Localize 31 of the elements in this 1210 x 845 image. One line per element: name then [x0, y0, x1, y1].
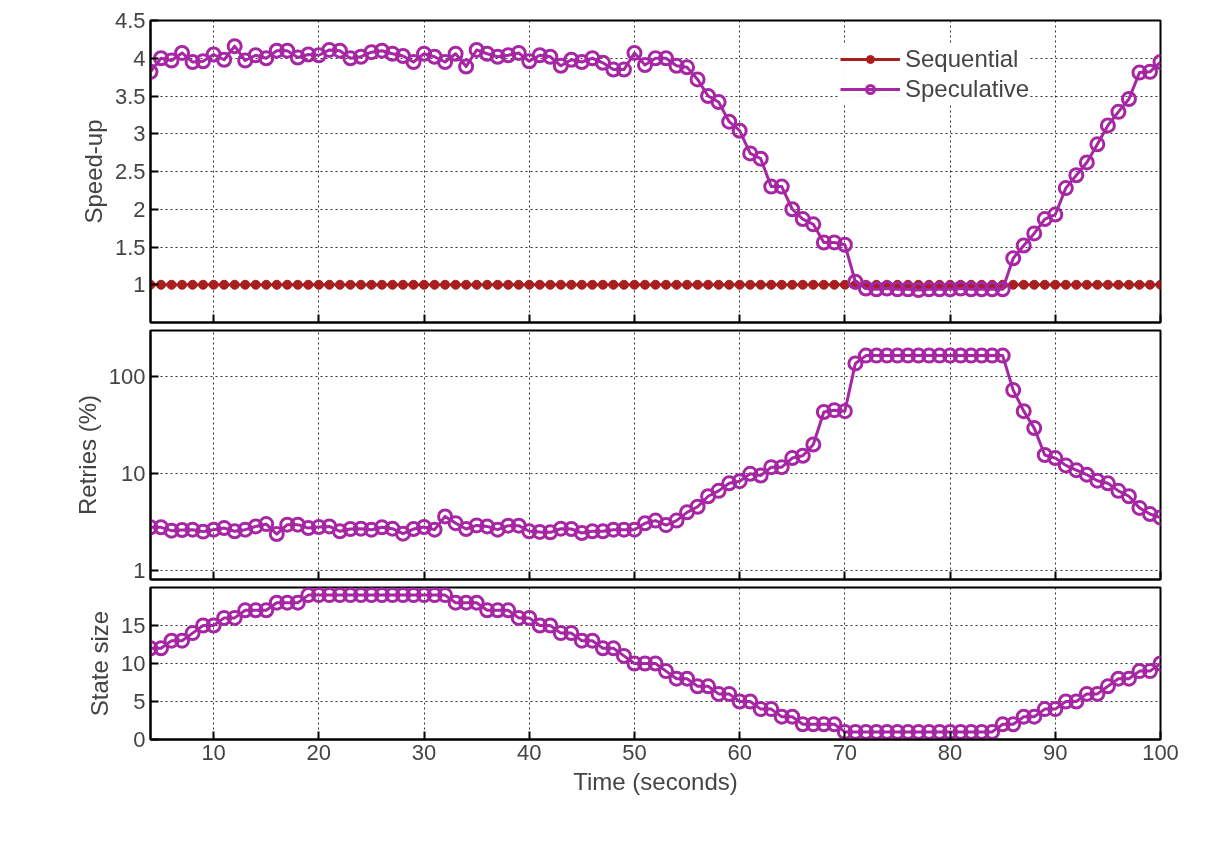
- y-axis-title: State size: [86, 610, 114, 717]
- y-tick-label: 10: [121, 460, 146, 486]
- y-tick-label: 1: [133, 272, 146, 298]
- x-tick-label: 80: [937, 739, 963, 765]
- x-axis-title: Time (seconds): [573, 767, 738, 795]
- y-tick-label: 0: [133, 727, 146, 752]
- x-tick-label: 70: [832, 739, 858, 765]
- x-tick-label: 100: [1142, 739, 1179, 765]
- x-tick-label: 90: [1043, 739, 1068, 765]
- y-tick-label: 3.5: [114, 83, 146, 109]
- legend-label: Speculative: [905, 74, 1030, 104]
- legend-label: Sequential: [905, 44, 1019, 74]
- y-tick-label: 1: [133, 557, 146, 583]
- x-tick-label: 20: [306, 739, 332, 765]
- x-tick-label: 50: [622, 739, 647, 765]
- y-tick-label: 5: [133, 689, 146, 714]
- x-tick-label: 60: [727, 739, 752, 765]
- y-tick-label: 3: [133, 121, 146, 147]
- x-tick-label: 30: [411, 739, 437, 765]
- y-tick-label: 2: [133, 196, 146, 222]
- y-tick-label: 10: [121, 651, 146, 676]
- y-tick-label: 2.5: [114, 159, 146, 184]
- x-tick-label: 40: [517, 739, 542, 765]
- y-tick-label: 1.5: [114, 234, 146, 260]
- y-tick-label: 100: [108, 364, 146, 390]
- x-tick-label: 10: [201, 739, 226, 765]
- y-tick-label: 4.5: [114, 8, 146, 33]
- y-axis-title: Speed-up: [79, 119, 107, 224]
- y-axis-title: Retries (%): [73, 394, 101, 516]
- y-tick-label: 15: [121, 613, 146, 638]
- y-tick-label: 4: [133, 45, 146, 71]
